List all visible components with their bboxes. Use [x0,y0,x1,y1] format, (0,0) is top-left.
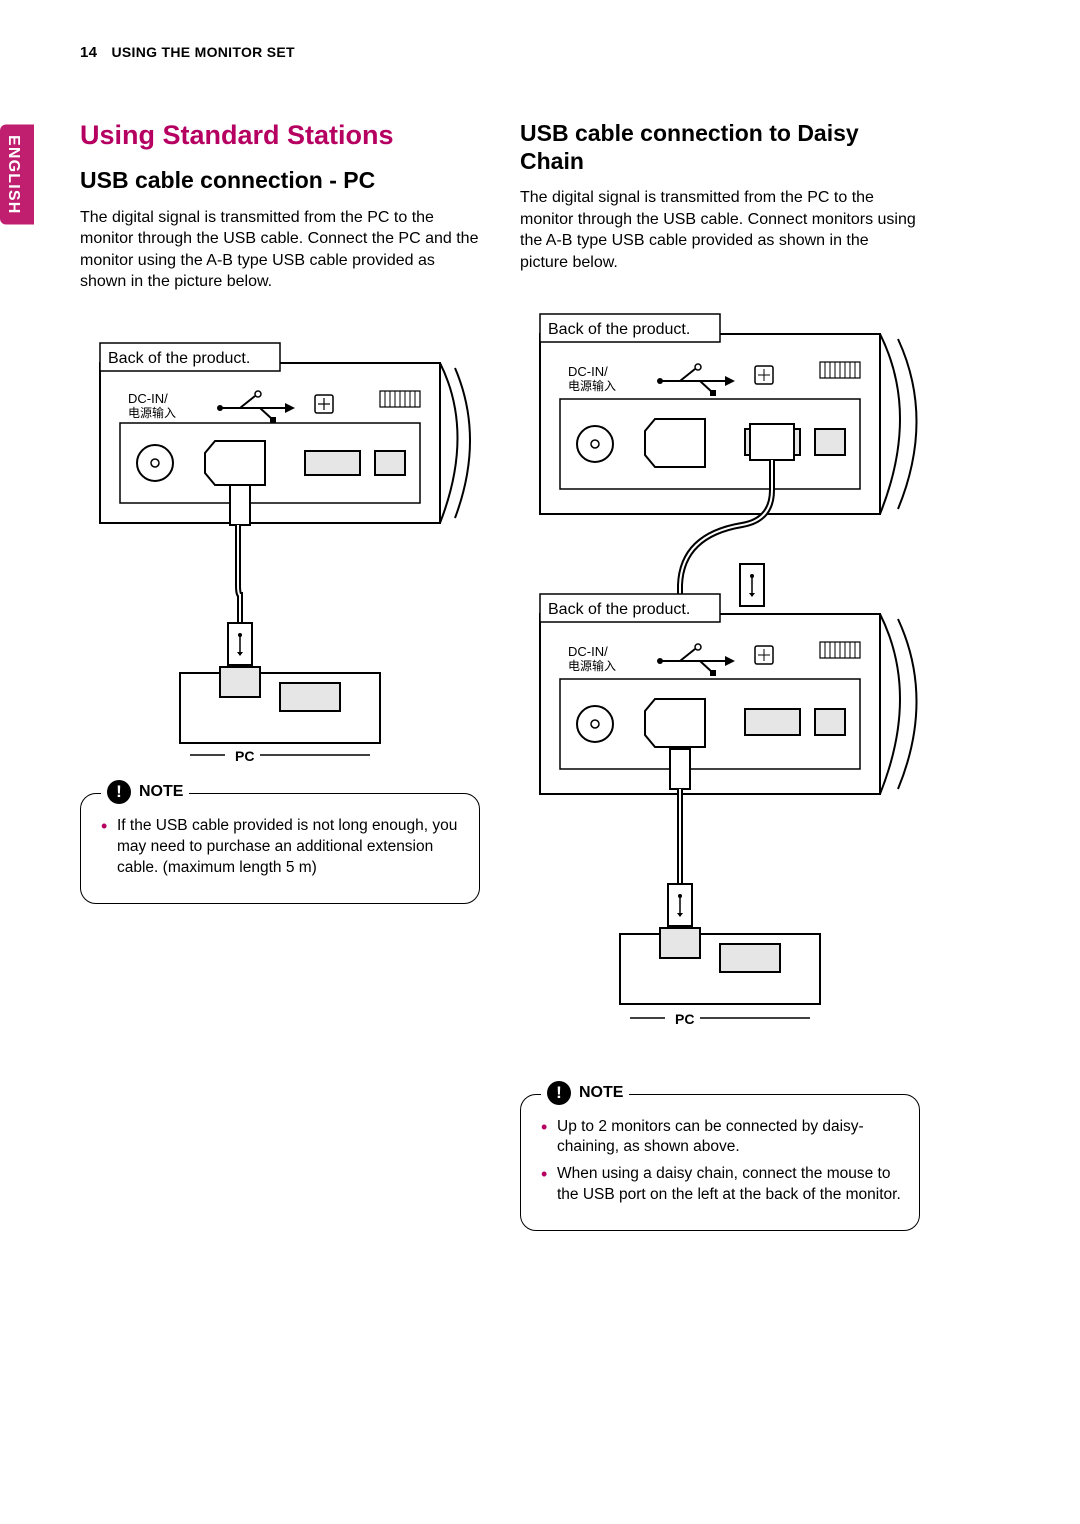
right-column: USB cable connection to Daisy Chain The … [520,120,920,1231]
right-h2: USB cable connection to Daisy Chain [520,120,920,175]
note-item: When using a daisy chain, connect the mo… [553,1164,901,1206]
svg-text:电源输入: 电源输入 [568,658,616,673]
note-header: ! NOTE [541,1081,629,1105]
note-item: Up to 2 monitors can be connected by dai… [553,1117,901,1159]
header-text: USING THE MONITOR SET [112,44,295,60]
note-icon: ! [107,780,131,804]
svg-text:Back of the product.: Back of the product. [548,601,690,618]
page-number: 14 [80,44,97,61]
svg-text:电源输入: 电源输入 [568,378,616,393]
svg-text:DC-IN/: DC-IN/ [128,391,168,406]
note-header: ! NOTE [101,780,189,804]
svg-text:DC-IN/: DC-IN/ [568,364,608,379]
svg-text:DC-IN/: DC-IN/ [568,644,608,659]
svg-text:Back of the product.: Back of the product. [548,321,690,338]
left-column: Using Standard Stations USB cable connec… [80,120,480,904]
page-header: 14 USING THE MONITOR SET [80,44,295,61]
left-body: The digital signal is transmitted from t… [80,207,480,293]
left-h1: Using Standard Stations [80,120,480,151]
left-note: ! NOTE If the USB cable provided is not … [80,793,480,904]
note-label: NOTE [139,781,183,803]
svg-text:电源输入: 电源输入 [128,405,176,420]
note-icon: ! [547,1081,571,1105]
left-h2: USB cable connection - PC [80,167,480,195]
language-tab: ENGLISH [0,125,34,225]
note-label: NOTE [579,1082,623,1104]
right-body: The digital signal is transmitted from t… [520,187,920,273]
svg-text:PC: PC [235,748,254,763]
right-note: ! NOTE Up to 2 monitors can be connected… [520,1094,920,1232]
svg-text:PC: PC [675,1011,694,1027]
right-diagram: Back of the product. DC-IN/ 电源输入 [520,304,920,1064]
back-label: Back of the product. [108,350,250,367]
left-diagram: Back of the product. DC-IN/ 电源输入 [80,323,480,763]
note-item: If the USB cable provided is not long en… [113,816,461,879]
